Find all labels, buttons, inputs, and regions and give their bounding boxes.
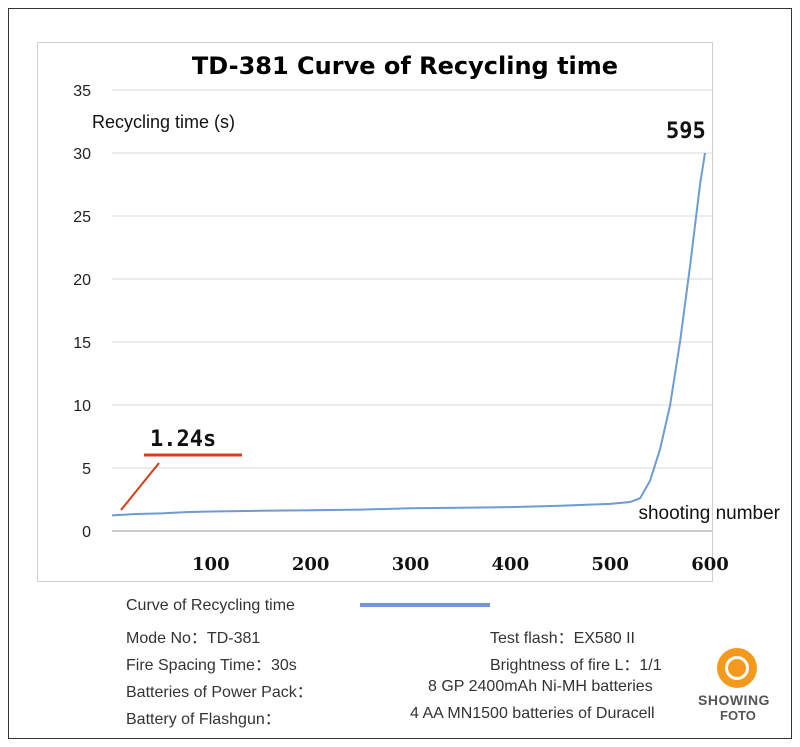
start-value-leader — [120, 462, 160, 511]
legend-swatch — [360, 603, 490, 607]
info-fire-spacing: Fire Spacing Time：30s — [126, 657, 297, 674]
info-mode-no: Mode No：TD-381 — [126, 630, 261, 647]
info-battery-flash-label: Battery of Flashgun： — [126, 711, 281, 728]
camera-lens-icon — [717, 648, 757, 688]
logo-text-line2: FOTO — [720, 708, 756, 723]
info-batteries-pack-label: Batteries of Power Pack： — [126, 684, 313, 701]
x-tick-label: 400 — [492, 554, 530, 575]
y-tick-label: 5 — [82, 461, 91, 478]
chart-title: TD-381 Curve of Recycling time — [192, 52, 618, 80]
info-test-flash: Test flash：EX580 II — [490, 630, 635, 647]
x-tick-label: 100 — [192, 554, 230, 575]
start-value-annotation: 1.24s — [150, 427, 216, 452]
legend-label: Curve of Recycling time — [126, 597, 295, 614]
figure-frame — [8, 8, 792, 739]
end-value-annotation: 595 — [666, 119, 706, 144]
series-line-recycling-time — [111, 152, 706, 517]
recycling-time-chart: TD-381 Curve of Recycling time 0 5 10 15 20 2… — [73, 52, 780, 575]
x-tick-label: 300 — [392, 554, 430, 575]
x-tick-label: 600 — [691, 554, 729, 575]
y-tick-label: 0 — [82, 524, 91, 541]
info-batteries-pack-value: 8 GP 2400mAh Ni-MH batteries — [428, 678, 653, 695]
y-tick-label: 15 — [73, 335, 91, 352]
y-tick-label: 35 — [73, 83, 91, 100]
plot-frame — [37, 42, 713, 582]
info-battery-flash-value: 4 AA MN1500 batteries of Duracell — [410, 705, 655, 722]
x-axis-label: shooting number — [638, 503, 780, 524]
y-tick-labels: 0 5 10 15 20 25 30 35 — [73, 83, 91, 541]
grid-lines — [112, 89, 712, 532]
y-tick-label: 20 — [73, 272, 91, 289]
y-tick-label: 10 — [73, 398, 91, 415]
y-tick-label: 25 — [73, 209, 91, 226]
showingfoto-logo: SHOWING FOTO — [698, 642, 780, 732]
x-tick-labels: 100 200 300 400 500 600 — [192, 554, 729, 575]
x-tick-label: 500 — [591, 554, 629, 575]
logo-text-line1: SHOWING — [698, 692, 770, 708]
x-tick-label: 200 — [292, 554, 330, 575]
y-axis-label: Recycling time (s) — [92, 112, 235, 132]
info-brightness: Brightness of fire L：1/1 — [490, 657, 662, 674]
y-tick-label: 30 — [73, 146, 91, 163]
